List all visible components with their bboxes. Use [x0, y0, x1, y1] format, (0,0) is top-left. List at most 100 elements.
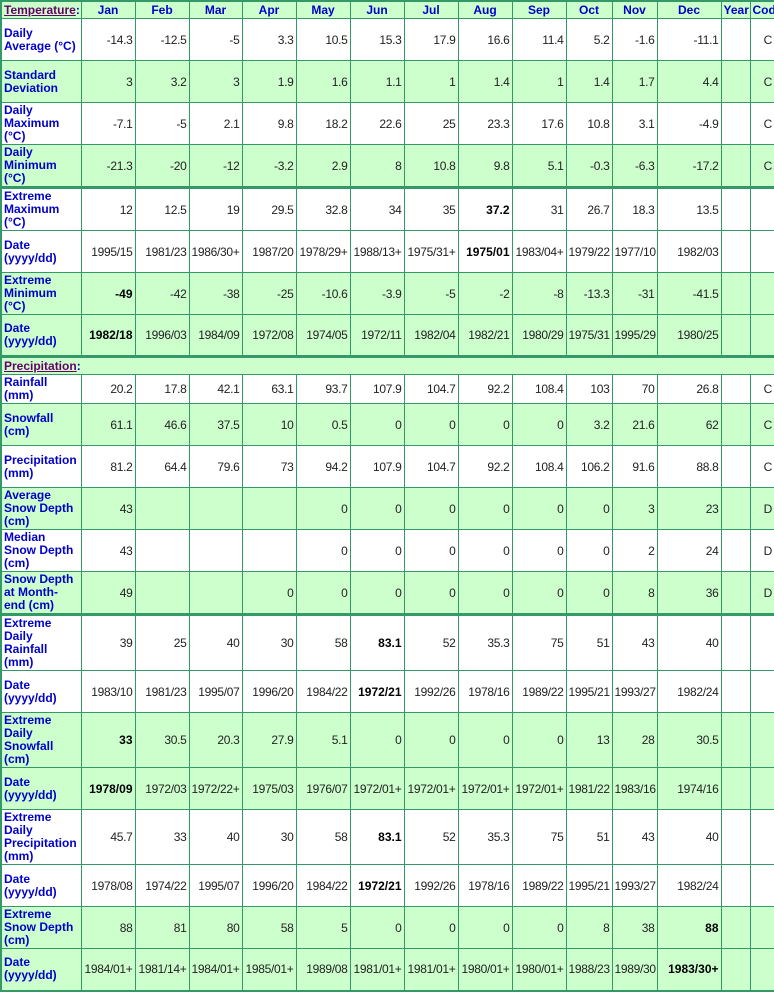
month-header-feb: Feb — [134, 0, 190, 19]
value-cell-nov: 3 — [611, 487, 658, 530]
value-cell-jan: 61.1 — [80, 403, 136, 446]
year-cell — [720, 529, 751, 572]
value-cell-oct: 3.2 — [565, 403, 613, 446]
year-cell — [720, 487, 751, 530]
month-header-nov: Nov — [611, 0, 658, 19]
value-cell-oct: 1995/21 — [565, 670, 613, 713]
value-cell-aug: 0 — [457, 906, 513, 949]
value-cell-may: 5.1 — [295, 712, 351, 768]
value-cell-jan: -14.3 — [80, 18, 136, 61]
value-cell-sep: 75 — [511, 809, 567, 865]
row-label: Snow Depth at Month-end (cm) — [0, 571, 82, 615]
row-label: Date (yyyy/dd) — [0, 314, 82, 357]
value-cell-jan: 81.2 — [80, 445, 136, 488]
value-cell-jan: 39 — [80, 613, 136, 671]
value-cell-may: 1978/29+ — [295, 230, 351, 273]
value-cell-nov: 38 — [611, 906, 658, 949]
row-label: Daily Minimum (°C) — [0, 144, 82, 188]
value-cell-jul: 0 — [403, 712, 459, 768]
value-cell-feb — [134, 487, 190, 530]
code-cell: C — [749, 403, 774, 446]
value-cell-apr: 1972/08 — [241, 314, 297, 357]
year-cell — [720, 314, 751, 357]
table-row: Extreme Daily Snowfall (cm) 33 30.5 20.3 27.… — [0, 712, 774, 768]
value-cell-nov: 3.1 — [611, 102, 658, 145]
value-cell-dec: 88 — [656, 906, 722, 949]
value-cell-dec: 40 — [656, 809, 722, 865]
value-cell-jul: 1992/26 — [403, 670, 459, 713]
year-cell — [720, 948, 751, 991]
value-cell-mar — [188, 487, 243, 530]
value-cell-dec: 40 — [656, 613, 722, 671]
value-cell-aug: 1.4 — [457, 60, 513, 103]
value-cell-mar: 1972/22+ — [188, 767, 243, 810]
value-cell-nov: 1989/30 — [611, 948, 658, 991]
value-cell-apr: 1.9 — [241, 60, 297, 103]
value-cell-may: 5 — [295, 906, 351, 949]
year-cell — [720, 809, 751, 865]
code-cell — [749, 613, 774, 671]
value-cell-oct: 51 — [565, 613, 613, 671]
table-row: Snowfall (cm) 61.1 46.6 37.5 10 0.5 0 0 0 0 3.2 21.… — [0, 403, 774, 446]
row-label: Date (yyyy/dd) — [0, 948, 82, 991]
value-cell-may: 0 — [295, 571, 351, 615]
value-cell-jan: 1984/01+ — [80, 948, 136, 991]
value-cell-nov: 1995/29 — [611, 314, 658, 357]
value-cell-mar: 20.3 — [188, 712, 243, 768]
code-cell — [749, 906, 774, 949]
year-cell — [720, 102, 751, 145]
value-cell-feb: -20 — [134, 144, 190, 188]
value-cell-jan: 12 — [80, 186, 136, 231]
row-label: Rainfall (mm) — [0, 374, 82, 404]
value-cell-dec: 30.5 — [656, 712, 722, 768]
value-cell-aug: 1972/01+ — [457, 767, 513, 810]
value-cell-oct: 13 — [565, 712, 613, 768]
value-cell-mar: 1995/07 — [188, 670, 243, 713]
month-header-jul: Jul — [403, 0, 459, 19]
value-cell-aug: 37.2 — [457, 186, 513, 231]
table-row: Precipitation (mm) 81.2 64.4 79.6 73 94.2 107.… — [0, 445, 774, 488]
code-cell: D — [749, 529, 774, 572]
value-cell-sep: 0 — [511, 571, 567, 615]
value-cell-sep: 17.6 — [511, 102, 567, 145]
value-cell-dec: 24 — [656, 529, 722, 572]
value-cell-aug: 23.3 — [457, 102, 513, 145]
table-row: Daily Average (°C) -14.3 -12.5 -5 3.3 10.5 15.… — [0, 18, 774, 61]
value-cell-jun: 0 — [349, 712, 405, 768]
value-cell-aug: 92.2 — [457, 374, 513, 404]
value-cell-jul: 17.9 — [403, 18, 459, 61]
value-cell-mar: 1984/01+ — [188, 948, 243, 991]
value-cell-may: 0 — [295, 487, 351, 530]
row-label: Date (yyyy/dd) — [0, 864, 82, 907]
value-cell-dec: -41.5 — [656, 272, 722, 315]
value-cell-dec: 88.8 — [656, 445, 722, 488]
value-cell-sep: 0 — [511, 529, 567, 572]
value-cell-may: 1974/05 — [295, 314, 351, 357]
value-cell-feb: 1981/23 — [134, 230, 190, 273]
value-cell-aug: 1978/16 — [457, 670, 513, 713]
value-cell-mar: -38 — [188, 272, 243, 315]
value-cell-jul: 35 — [403, 186, 459, 231]
table-row: Date (yyyy/dd) 1995/15 1981/23 1986/30+ 1987… — [0, 230, 774, 273]
precipitation-link[interactable]: Precipitation — [4, 359, 77, 374]
value-cell-may: 58 — [295, 809, 351, 865]
value-cell-may: 93.7 — [295, 374, 351, 404]
year-cell — [720, 374, 751, 404]
value-cell-sep: 1983/04+ — [511, 230, 567, 273]
code-cell: C — [749, 18, 774, 61]
value-cell-jul: 0 — [403, 403, 459, 446]
value-cell-jan: -7.1 — [80, 102, 136, 145]
value-cell-dec: 1982/24 — [656, 864, 722, 907]
value-cell-nov: 43 — [611, 809, 658, 865]
value-cell-apr: 27.9 — [241, 712, 297, 768]
month-header-sep: Sep — [511, 0, 567, 19]
value-cell-jul: 0 — [403, 529, 459, 572]
value-cell-may: 1.6 — [295, 60, 351, 103]
year-cell — [720, 60, 751, 103]
temperature-link[interactable]: Temperature — [4, 3, 76, 17]
value-cell-sep: 1 — [511, 60, 567, 103]
value-cell-jul: 0 — [403, 487, 459, 530]
value-cell-nov: -31 — [611, 272, 658, 315]
value-cell-jun: 0 — [349, 571, 405, 615]
value-cell-jul: 25 — [403, 102, 459, 145]
